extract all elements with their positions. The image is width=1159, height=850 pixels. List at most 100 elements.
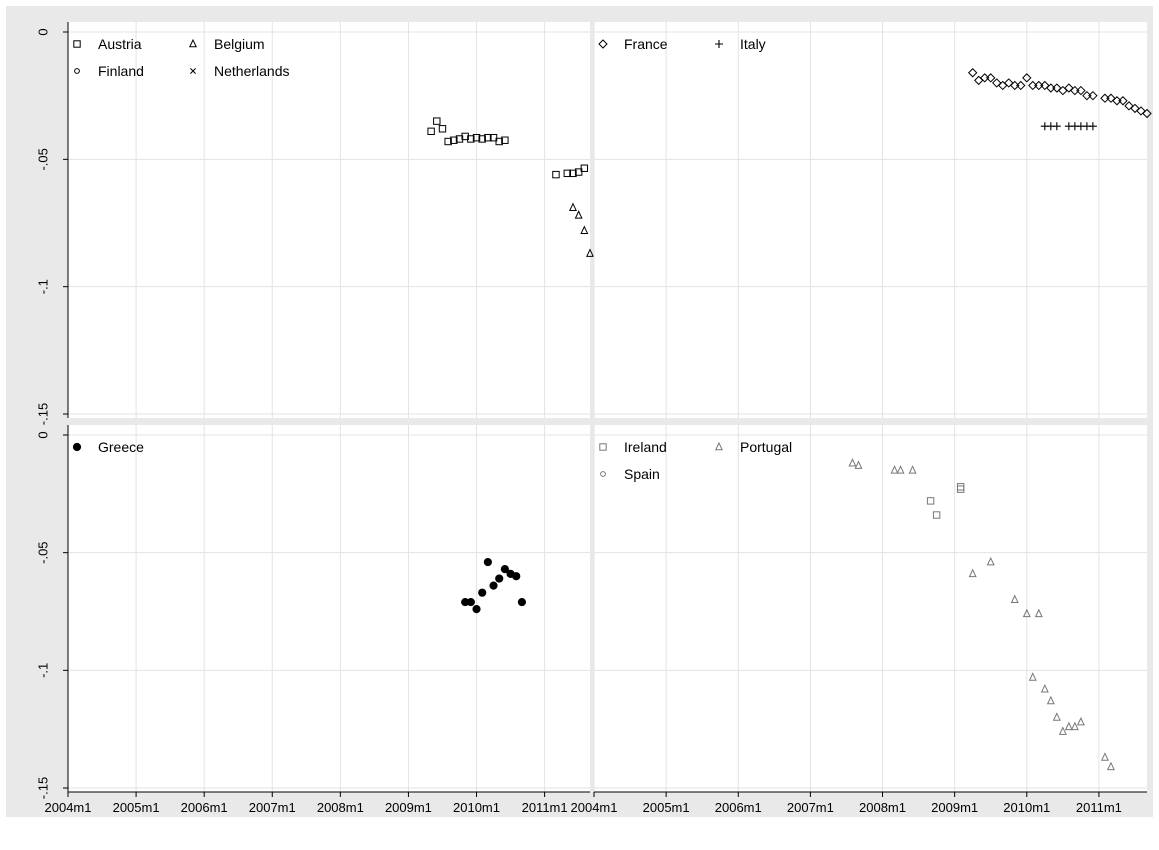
x-tick-label: 2006m1 bbox=[181, 800, 228, 815]
point-italy bbox=[1088, 122, 1097, 131]
point-france bbox=[1040, 80, 1050, 91]
panel-1: 0 -.05 -.1 -.15 Austria Belgium Finland Netherl… bbox=[35, 22, 594, 425]
point-austria bbox=[427, 127, 435, 136]
x-tick-label: 2009m1 bbox=[931, 800, 978, 815]
x-tick-label: 2004m1 bbox=[571, 800, 618, 815]
y-tick-label: 0 bbox=[35, 431, 50, 438]
point-austria bbox=[450, 136, 458, 144]
point-france bbox=[1064, 83, 1074, 93]
y-tick-label: 0 bbox=[35, 28, 50, 35]
legend-marker-netherlands bbox=[190, 68, 196, 74]
x-tick-label: 2008m1 bbox=[859, 800, 906, 815]
point-austria bbox=[438, 125, 447, 133]
point-portugal bbox=[1106, 761, 1115, 771]
legend-marker-finland bbox=[74, 68, 80, 74]
legend-label-portugal: Portugal bbox=[740, 439, 792, 455]
x-tick-label: 2005m1 bbox=[113, 800, 160, 815]
point-austria bbox=[484, 133, 492, 142]
point-portugal bbox=[1070, 721, 1079, 731]
legend-label-austria: Austria bbox=[98, 36, 142, 52]
point-portugal bbox=[854, 460, 863, 469]
point-austria bbox=[569, 169, 577, 178]
point-france bbox=[1022, 73, 1032, 83]
point-austria bbox=[563, 169, 572, 178]
point-austria bbox=[461, 132, 469, 141]
point-portugal bbox=[986, 556, 995, 566]
point-france bbox=[1142, 108, 1152, 119]
point-austria bbox=[489, 133, 498, 142]
point-france bbox=[1106, 93, 1116, 103]
point-austria bbox=[472, 133, 481, 142]
point-belgium bbox=[580, 225, 589, 234]
x-tick-label: 2008m1 bbox=[317, 800, 364, 815]
panel-area bbox=[68, 425, 590, 792]
legend-label-finland: Finland bbox=[98, 63, 144, 79]
y-tick-label: -.05 bbox=[35, 148, 50, 170]
x-tick-label: 2007m1 bbox=[249, 800, 296, 815]
point-france bbox=[1130, 103, 1140, 114]
point-ireland bbox=[926, 497, 935, 505]
x-tick-label: 2005m1 bbox=[643, 800, 690, 815]
point-belgium bbox=[574, 210, 583, 219]
point-greece bbox=[517, 597, 527, 607]
legend-label-ireland: Ireland bbox=[624, 439, 667, 455]
point-france bbox=[1136, 106, 1146, 116]
x-tick-label: 2006m1 bbox=[715, 800, 762, 815]
point-portugal bbox=[1028, 672, 1037, 681]
point-belgium bbox=[568, 202, 577, 212]
point-portugal bbox=[1046, 695, 1055, 705]
point-portugal bbox=[1058, 726, 1067, 735]
x-tick-label: 2011m1 bbox=[522, 800, 568, 815]
point-ireland bbox=[956, 485, 965, 493]
point-austria bbox=[467, 135, 475, 143]
point-portugal bbox=[968, 568, 977, 578]
y-tick-label: -.1 bbox=[35, 663, 50, 678]
point-belgium bbox=[586, 248, 594, 257]
point-italy bbox=[1052, 122, 1061, 131]
y-tick-label: -.1 bbox=[35, 279, 50, 294]
legend-label-netherlands: Netherlands bbox=[214, 63, 290, 79]
x-tick-label: 2004m1 bbox=[45, 800, 92, 815]
x-tick-label: 2009m1 bbox=[385, 800, 432, 815]
legend-marker-portugal bbox=[715, 441, 723, 451]
legend-marker-greece bbox=[72, 442, 82, 452]
legend-marker-belgium bbox=[189, 38, 197, 48]
point-france bbox=[1004, 78, 1014, 88]
point-austria bbox=[495, 137, 503, 146]
legend-label-france: France bbox=[624, 36, 668, 52]
y-tick-label: -.05 bbox=[35, 541, 50, 563]
point-portugal bbox=[848, 458, 857, 467]
point-france bbox=[967, 68, 978, 78]
legend-label-spain: Spain bbox=[624, 466, 660, 482]
legend-marker-france bbox=[598, 39, 608, 49]
point-france bbox=[986, 73, 996, 83]
legend-marker-spain bbox=[600, 471, 606, 477]
point-portugal bbox=[1064, 721, 1073, 731]
point-ireland bbox=[932, 511, 941, 519]
point-greece bbox=[483, 557, 492, 567]
point-greece bbox=[500, 565, 509, 574]
point-france bbox=[1118, 96, 1128, 106]
point-portugal bbox=[1034, 608, 1043, 618]
point-austria bbox=[574, 168, 583, 176]
legend-label-greece: Greece bbox=[98, 439, 144, 455]
legend-label-belgium: Belgium bbox=[214, 36, 265, 52]
point-portugal bbox=[896, 465, 905, 474]
point-portugal bbox=[1076, 716, 1085, 726]
point-greece bbox=[512, 572, 521, 581]
x-tick-label: 2010m1 bbox=[453, 800, 500, 815]
legend-marker-austria bbox=[73, 40, 81, 48]
point-austria bbox=[455, 135, 464, 143]
panel-4: 2004m1 2005m1 2006m1 2007m1 2008m1 2009m1 2010… bbox=[571, 425, 1147, 815]
point-france bbox=[992, 78, 1002, 88]
point-france bbox=[1088, 90, 1098, 101]
panel-area bbox=[68, 22, 590, 418]
point-greece bbox=[495, 574, 504, 583]
y-tick-label: -.15 bbox=[35, 403, 50, 425]
point-greece bbox=[489, 581, 498, 590]
point-austria bbox=[478, 135, 486, 143]
point-austria bbox=[552, 170, 560, 179]
